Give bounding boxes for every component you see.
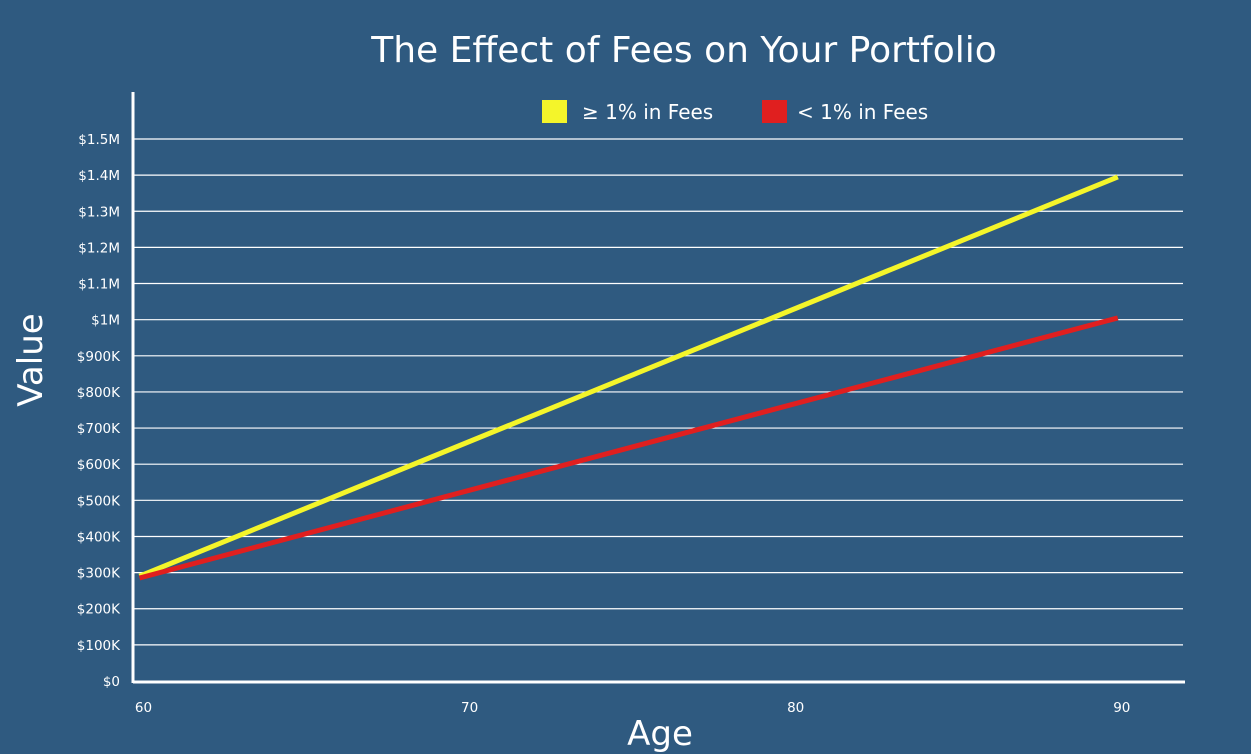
y-tick-label: $100K [77, 638, 121, 654]
y-tick-label: $300K [77, 566, 121, 582]
x-tick-label: 90 [1113, 700, 1130, 716]
y-tick-label: $800K [77, 385, 121, 401]
y-tick-label: $1.1M [78, 277, 120, 293]
y-axis-ticks: $0 $100K $200K $300K $400K $500K $600K $700K $80… [77, 132, 121, 690]
series-1 [138, 315, 1119, 581]
y-tick-label: $1.4M [78, 168, 120, 184]
series-0 [138, 174, 1119, 579]
x-tick-label: 80 [787, 700, 804, 716]
grid [133, 138, 1183, 646]
series-line [138, 174, 1119, 579]
y-tick-label: $600K [77, 457, 121, 473]
legend-label: ≥ 1% in Fees [582, 100, 713, 124]
y-tick-label: $700K [77, 421, 121, 437]
x-tick-label: 70 [461, 700, 478, 716]
series-lines [138, 174, 1119, 581]
y-tick-label: $0 [103, 674, 120, 690]
y-tick-label: $1.5M [78, 132, 120, 148]
legend-swatch [762, 100, 787, 123]
y-axis-title: Value [11, 313, 51, 406]
y-tick-label: $1M [91, 313, 120, 329]
x-axis-ticks: 60 70 80 90 [135, 700, 1130, 716]
x-axis-title: Age [627, 714, 693, 754]
series-line [138, 315, 1119, 581]
y-tick-label: $200K [77, 602, 121, 618]
y-tick-label: $400K [77, 529, 121, 545]
axes [131, 92, 1185, 684]
chart-title: The Effect of Fees on Your Portfolio [370, 30, 997, 71]
y-tick-label: $500K [77, 493, 121, 509]
y-tick-label: $1.3M [78, 204, 120, 220]
y-tick-label: $1.2M [78, 240, 120, 256]
x-tick-label: 60 [135, 700, 152, 716]
legend-item: < 1% in Fees [762, 100, 928, 124]
y-tick-label: $900K [77, 349, 121, 365]
legend-label: < 1% in Fees [797, 100, 928, 124]
legend-swatch [542, 100, 567, 123]
legend-item: ≥ 1% in Fees [542, 100, 713, 124]
legend: ≥ 1% in Fees < 1% in Fees [542, 100, 928, 124]
